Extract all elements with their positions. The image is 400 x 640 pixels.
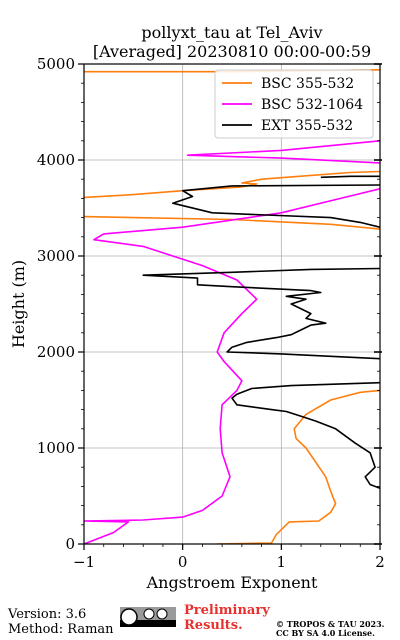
y-axis-label: Height (m) xyxy=(9,260,28,348)
chart-subtitle: [Averaged] 20230810 00:00-00:59 xyxy=(93,42,371,61)
series-line-8 xyxy=(172,184,380,228)
axis-ticks xyxy=(78,63,382,550)
series-group xyxy=(84,69,380,544)
legend-label: BSC 355-532 xyxy=(261,76,354,92)
series-line-6 xyxy=(231,381,380,490)
copyright-note: © TROPOS & TAU 2023. CC BY SA 4.0 Licens… xyxy=(276,620,384,638)
series-line-5 xyxy=(186,140,380,164)
version-text: Version: 3.6 xyxy=(8,607,87,622)
x-tick-labels: −1 0 1 2 xyxy=(73,553,385,571)
series-line-9 xyxy=(320,175,380,179)
chart-canvas: pollyxt_tau at Tel_Aviv [Averaged] 20230… xyxy=(9,23,385,592)
copyright-line-2: CC BY SA 4.0 License. xyxy=(276,628,375,638)
y-tick-label: 3000 xyxy=(37,247,75,265)
chart-title: pollyxt_tau at Tel_Aviv xyxy=(141,23,322,42)
x-tick-label: 0 xyxy=(178,553,188,571)
copyright-line-1: © TROPOS & TAU 2023. xyxy=(276,619,385,629)
y-tick-labels: 0 1000 2000 3000 4000 5000 xyxy=(37,55,75,553)
series-line-2 xyxy=(84,170,380,199)
preliminary-note: Preliminary Results. xyxy=(184,603,270,633)
series-line-1 xyxy=(84,215,380,230)
series-line-4 xyxy=(84,188,380,544)
x-tick-label: −1 xyxy=(73,553,95,571)
cc-by-sa-icon xyxy=(120,607,176,627)
legend-box xyxy=(214,69,374,139)
x-tick-label: 1 xyxy=(277,553,287,571)
y-tick-label: 4000 xyxy=(37,151,75,169)
y-tick-label: 0 xyxy=(65,535,75,553)
y-tick-label: 1000 xyxy=(37,439,75,457)
series-line-0 xyxy=(217,389,380,544)
x-axis-label: Angstroem Exponent xyxy=(146,573,318,592)
preliminary-line-1: Preliminary xyxy=(184,603,270,618)
x-tick-label: 2 xyxy=(375,553,385,571)
series-line-7 xyxy=(142,267,380,360)
plot-frame xyxy=(83,63,381,545)
y-tick-label: 2000 xyxy=(37,343,75,361)
legend-label: BSC 532-1064 xyxy=(261,97,363,113)
method-text: Method: Raman xyxy=(8,622,114,637)
legend: BSC 355-532 BSC 532-1064 EXT 355-532 xyxy=(214,69,374,139)
legend-label: EXT 355-532 xyxy=(261,118,353,134)
y-tick-label: 5000 xyxy=(37,55,75,73)
preliminary-line-2: Results. xyxy=(184,618,243,633)
